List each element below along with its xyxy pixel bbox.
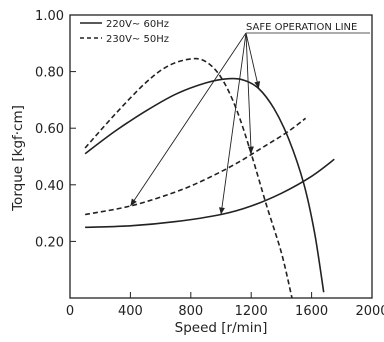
y-axis-title: Torque [kgf·cm] — [10, 105, 26, 212]
annotation-arrowhead — [247, 146, 254, 154]
y-tick-label: 0.80 — [35, 66, 64, 81]
y-tick-label: 0.60 — [35, 122, 64, 137]
x-tick-label: 800 — [178, 304, 203, 319]
annotation-arrowhead — [219, 207, 225, 215]
series-3-safe-operation-line-50hz — [84, 117, 307, 216]
plot-frame — [69, 14, 373, 299]
x-tick-label: 1200 — [235, 304, 268, 319]
annotation-arrow-line — [220, 32, 247, 215]
legend-label-1: 230V~ 50Hz — [106, 34, 169, 45]
annotation-label: SAFE OPERATION LINE — [246, 22, 357, 33]
series-1-safe-operation-line-60hz — [85, 158, 335, 229]
y-tick-label: 0.20 — [35, 235, 64, 250]
legend: 220V~ 60Hz 230V~ 50Hz — [80, 19, 169, 45]
annotation-arrowhead — [254, 81, 261, 89]
x-axis-title: Speed [r/min] — [175, 320, 268, 336]
x-tick-label: 1600 — [295, 304, 328, 319]
annotation-arrows — [130, 32, 261, 215]
x-tick-label: 400 — [118, 304, 143, 319]
annotation-arrowhead — [130, 198, 137, 206]
annotation-arrow-line — [245, 32, 260, 89]
legend-label-0: 220V~ 60Hz — [106, 19, 169, 30]
series-layer — [84, 57, 335, 299]
x-tick-label: 0 — [66, 304, 74, 319]
series-0-torque-60hz — [84, 77, 325, 293]
y-tick-label: 1.00 — [35, 9, 64, 24]
annotation-arrow-line — [245, 32, 252, 154]
series-2-torque-50hz — [84, 57, 293, 299]
y-tick-label: 0.40 — [35, 179, 64, 194]
annotation-arrow-line — [130, 32, 247, 207]
